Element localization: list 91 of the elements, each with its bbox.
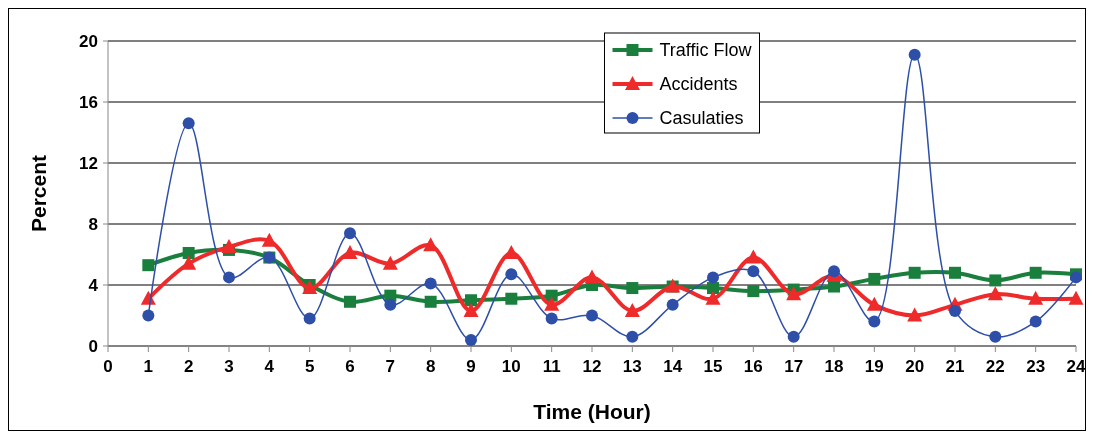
x-tick-label: 3 (224, 357, 234, 376)
point (142, 309, 155, 322)
y-tick-label: 8 (88, 214, 98, 234)
x-tick-label: 1 (143, 357, 154, 376)
x-axis-title: Time (Hour) (533, 400, 651, 423)
point (707, 282, 719, 295)
x-tick-label: 24 (1066, 357, 1086, 376)
point (908, 48, 921, 61)
x-tick-label: 14 (663, 357, 683, 376)
point (1029, 266, 1042, 279)
point (907, 307, 923, 322)
point (465, 294, 477, 307)
x-tick-label: 17 (784, 357, 804, 376)
point (1028, 290, 1044, 305)
y-tick-label: 12 (79, 153, 98, 173)
point (626, 282, 639, 295)
point (828, 265, 840, 278)
x-tick-label: 13 (622, 357, 642, 376)
y-axis-title: Percent (27, 154, 50, 233)
point (223, 271, 235, 284)
point (545, 312, 558, 325)
point (344, 227, 356, 240)
point (626, 330, 639, 343)
point (707, 271, 719, 284)
x-tick-label: 7 (385, 357, 396, 376)
point (261, 232, 277, 247)
x-tick-label: 8 (425, 357, 436, 376)
x-tick-label: 19 (864, 357, 884, 376)
point (342, 244, 358, 259)
point (1029, 315, 1042, 328)
point (463, 302, 479, 317)
y-tick-label: 0 (88, 336, 98, 356)
point (705, 290, 721, 305)
point (747, 285, 760, 298)
x-tick-label: 0 (103, 357, 113, 376)
x-tick-label: 6 (345, 357, 355, 376)
point (949, 266, 961, 279)
point (866, 296, 882, 311)
x-tick-label: 16 (743, 357, 763, 376)
x-tick-label: 23 (1026, 357, 1046, 376)
point (666, 298, 679, 311)
point (1068, 290, 1084, 305)
point (424, 295, 437, 308)
x-tick-label: 10 (501, 357, 521, 376)
x-tick-label: 15 (703, 357, 723, 376)
x-tick-label: 11 (542, 357, 561, 376)
x-tick-label: 9 (466, 357, 476, 376)
point (505, 292, 518, 305)
x-tick-label: 2 (183, 357, 194, 376)
legend-label: Accidents (659, 74, 738, 95)
y-tick-label: 4 (88, 275, 99, 295)
point (424, 277, 437, 290)
point (544, 296, 560, 311)
point (302, 280, 318, 295)
x-tick-label: 5 (304, 357, 315, 376)
point (624, 302, 640, 317)
point (382, 255, 398, 270)
point (868, 272, 881, 285)
point (989, 330, 1002, 343)
point (465, 333, 477, 346)
point (182, 246, 195, 259)
point (384, 298, 397, 311)
point (868, 315, 881, 328)
legend-label: Traffic Flow (659, 40, 753, 61)
x-tick-label: 4 (264, 357, 275, 376)
point (908, 266, 921, 279)
point (142, 259, 155, 272)
point (745, 249, 761, 264)
point (344, 295, 356, 308)
point (182, 117, 195, 130)
point (989, 274, 1002, 287)
x-tick-label: 21 (945, 357, 965, 376)
x-tick-label: 18 (824, 357, 844, 376)
point (303, 312, 316, 325)
x-tick-label: 20 (905, 357, 925, 376)
point (949, 304, 961, 317)
point (786, 286, 802, 301)
x-tick-label: 22 (985, 357, 1005, 376)
point (584, 269, 600, 284)
x-tick-label: 12 (582, 357, 602, 376)
point (181, 255, 197, 270)
y-tick-label: 20 (79, 31, 98, 51)
point (586, 309, 598, 322)
point (828, 280, 840, 293)
point (787, 330, 800, 343)
point (987, 286, 1003, 301)
point (505, 268, 518, 281)
point (747, 265, 760, 278)
y-tick-label: 16 (79, 92, 98, 112)
legend-label: Casulaties (659, 108, 744, 129)
point (221, 238, 237, 253)
